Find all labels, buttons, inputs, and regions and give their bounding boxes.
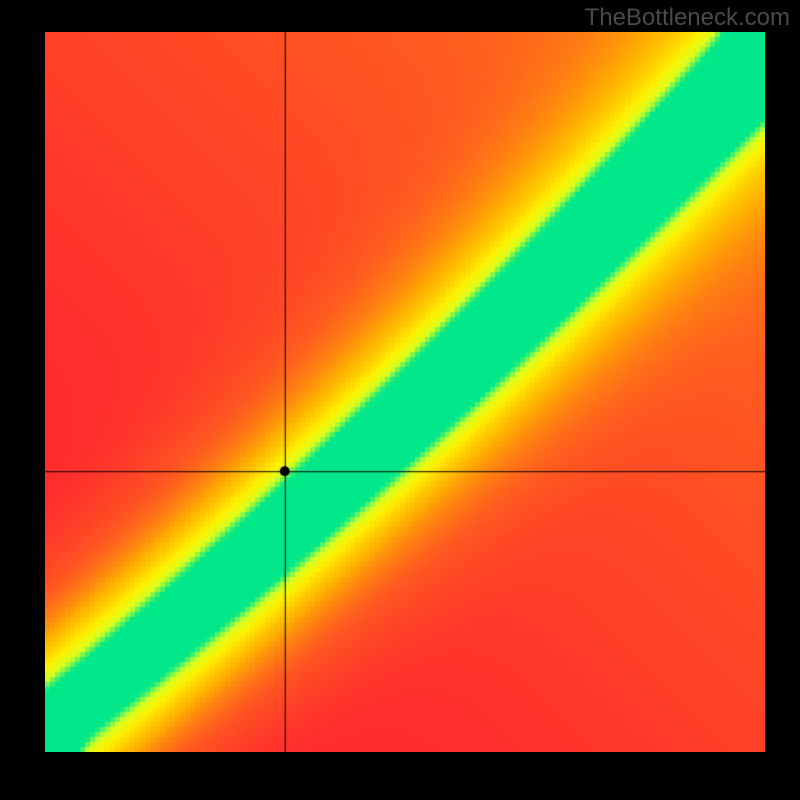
chart-outer-frame: TheBottleneck.com [0,0,800,800]
attribution-label: TheBottleneck.com [585,4,790,32]
plot-area [45,32,765,752]
bottleneck-heatmap [45,32,765,752]
